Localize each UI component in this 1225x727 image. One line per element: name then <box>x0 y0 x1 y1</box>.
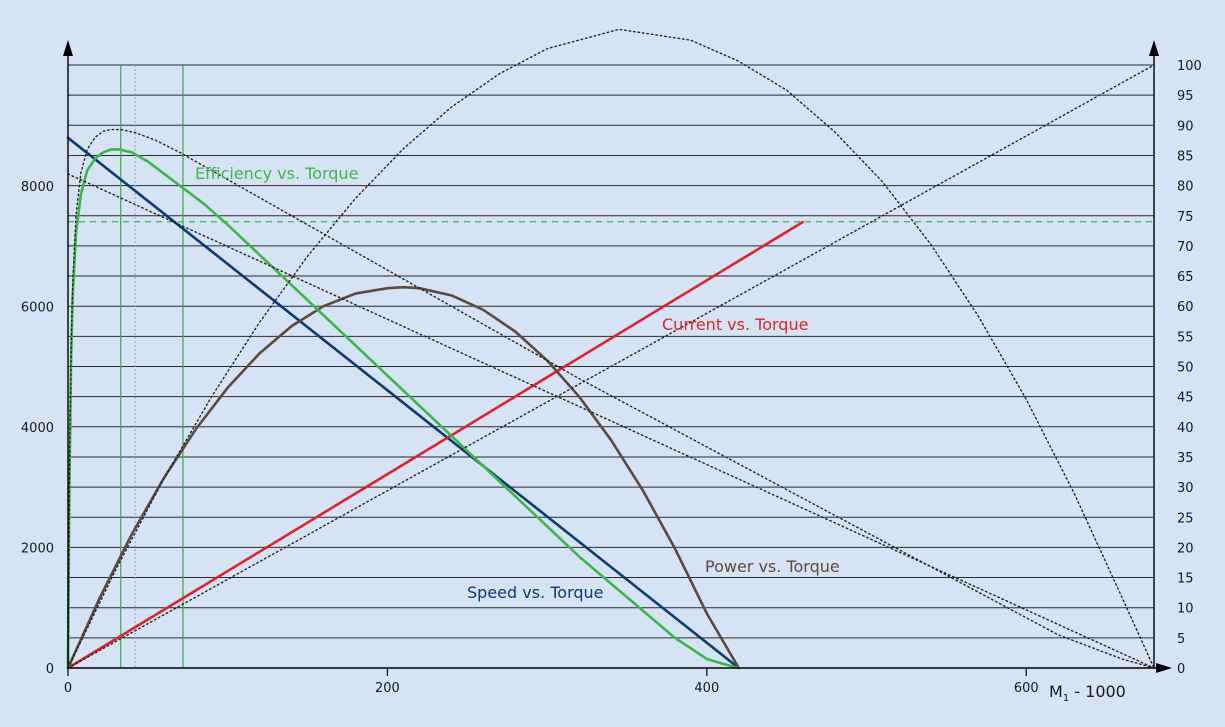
reference-dotted-curve <box>67 28 1155 669</box>
left-y-tick-label: 6000 <box>21 301 54 316</box>
right-y-tick-label: 80 <box>1177 180 1194 195</box>
left-axis-arrow-icon <box>63 40 73 56</box>
right-y-tick-label: 25 <box>1177 511 1194 526</box>
speed-series-label: Speed vs. Torque <box>467 583 604 602</box>
right-y-tick-label: 70 <box>1177 240 1194 255</box>
right-y-tick-label: 0 <box>1177 662 1185 677</box>
right-y-tick-label: 10 <box>1177 602 1194 617</box>
left-y-tick-label: 0 <box>46 662 54 677</box>
right-y-tick-label: 50 <box>1177 361 1194 376</box>
right-y-tick-label: 75 <box>1177 210 1194 225</box>
x-tick-label: 400 <box>694 681 719 696</box>
reference-dotted-curve <box>67 64 1155 669</box>
power-series-label: Power vs. Torque <box>705 557 840 576</box>
reference-dotted-curve <box>67 128 1155 669</box>
right-y-tick-label: 65 <box>1177 270 1194 285</box>
right-y-tick-label: 15 <box>1177 572 1194 587</box>
tick-labels: 0 200 400 600020004000600080000510152025303… <box>21 59 1202 696</box>
current-vs-torque-line <box>66 220 804 670</box>
x-tick-label: 200 <box>375 681 400 696</box>
right-y-tick-label: 40 <box>1177 421 1194 436</box>
reference-dotted-curve <box>67 173 1155 669</box>
x-axis-arrow-icon <box>1156 663 1172 673</box>
vertical-markers <box>120 65 184 668</box>
power-vs-torque-line <box>66 285 741 670</box>
series-layer <box>66 28 1155 670</box>
left-y-tick-label: 8000 <box>21 180 54 195</box>
current-series-label: Current vs. Torque <box>662 315 808 334</box>
grid-lines <box>68 64 1154 639</box>
left-y-tick-label: 2000 <box>21 542 54 557</box>
right-y-tick-label: 60 <box>1177 300 1194 315</box>
right-axis-arrow-icon <box>1149 40 1159 56</box>
right-y-tick-label: 5 <box>1177 632 1185 647</box>
right-y-tick-label: 85 <box>1177 149 1194 164</box>
right-y-tick-label: 20 <box>1177 541 1194 556</box>
efficiency-series-label: Efficiency vs. Torque <box>195 164 358 183</box>
right-y-tick-label: 90 <box>1177 119 1194 134</box>
right-y-tick-label: 55 <box>1177 330 1194 345</box>
speed-vs-torque-line <box>66 136 741 670</box>
efficiency-vs-torque-line <box>66 148 741 670</box>
right-y-tick-label: 45 <box>1177 391 1194 406</box>
right-y-tick-label: 30 <box>1177 481 1194 496</box>
axes <box>63 40 1172 676</box>
x-axis-title: M1 - 1000 <box>1049 682 1126 704</box>
x-tick-label: 0 <box>64 681 72 696</box>
right-y-tick-label: 95 <box>1177 89 1194 104</box>
x-tick-label: 600 <box>1014 681 1039 696</box>
left-y-tick-label: 4000 <box>21 421 54 436</box>
right-y-tick-label: 35 <box>1177 451 1194 466</box>
right-y-tick-label: 100 <box>1177 59 1202 74</box>
